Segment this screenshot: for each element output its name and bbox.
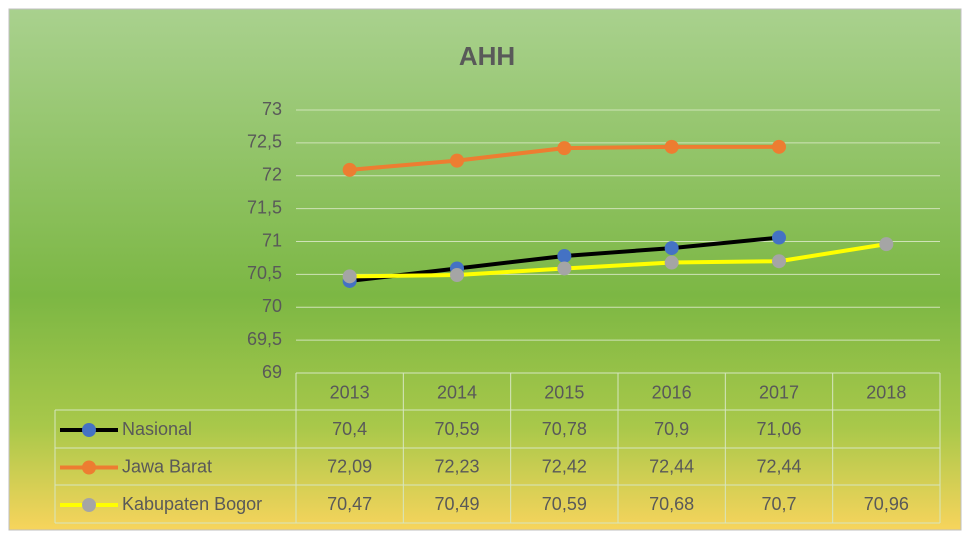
data-point (557, 141, 572, 156)
data-point (450, 153, 464, 168)
table-value: 70,96 (864, 494, 909, 514)
data-point (342, 269, 357, 284)
table-value: 70,9 (654, 419, 689, 439)
table-value: 70,4 (332, 419, 367, 439)
table-value: 72,09 (327, 456, 372, 476)
x-tick-label: 2017 (759, 382, 799, 402)
table-value: 72,44 (649, 456, 694, 476)
table-value: 70,47 (327, 494, 372, 514)
chart-background (8, 8, 962, 531)
table-value: 70,68 (649, 494, 694, 514)
table-value: 71,06 (756, 419, 801, 439)
table-value: 70,59 (542, 494, 587, 514)
y-tick-label: 69,5 (247, 329, 282, 349)
data-point (664, 139, 679, 154)
y-tick-label: 71 (262, 230, 282, 250)
legend-marker (82, 498, 96, 512)
x-tick-label: 2016 (652, 382, 692, 402)
data-point (450, 268, 464, 283)
x-tick-label: 2015 (544, 382, 584, 402)
data-point (342, 162, 357, 177)
x-tick-label: 2013 (330, 382, 370, 402)
data-point (772, 230, 786, 245)
data-point (772, 254, 786, 269)
table-value: 70,49 (434, 494, 479, 514)
table-value: 70,7 (761, 494, 796, 514)
table-value: 70,78 (542, 419, 587, 439)
data-point (557, 248, 572, 263)
legend-marker (82, 460, 96, 475)
legend-marker (82, 423, 96, 437)
series-line (349, 242, 887, 279)
y-tick-label: 70 (262, 296, 282, 316)
x-tick-label: 2018 (866, 382, 906, 402)
data-point (664, 255, 679, 270)
table-value: 70,59 (434, 419, 479, 439)
table-value: 72,42 (542, 456, 587, 476)
y-tick-label: 72 (262, 165, 282, 185)
y-tick-label: 69 (262, 362, 282, 382)
data-point (879, 237, 894, 252)
legend-label: Kabupaten Bogor (122, 494, 262, 514)
table-value: 72,44 (756, 456, 801, 476)
y-tick-label: 72,5 (247, 132, 282, 152)
y-tick-label: 73 (262, 99, 282, 119)
legend-label: Jawa Barat (122, 456, 212, 476)
data-point (557, 261, 572, 276)
data-point (772, 139, 786, 154)
chart-title: AHH (459, 41, 515, 71)
legend-label: Nasional (122, 419, 192, 439)
y-tick-label: 70,5 (247, 263, 282, 283)
x-tick-label: 2014 (437, 382, 477, 402)
y-tick-label: 71,5 (247, 197, 282, 217)
table-value: 72,23 (434, 456, 479, 476)
data-point (664, 241, 679, 256)
